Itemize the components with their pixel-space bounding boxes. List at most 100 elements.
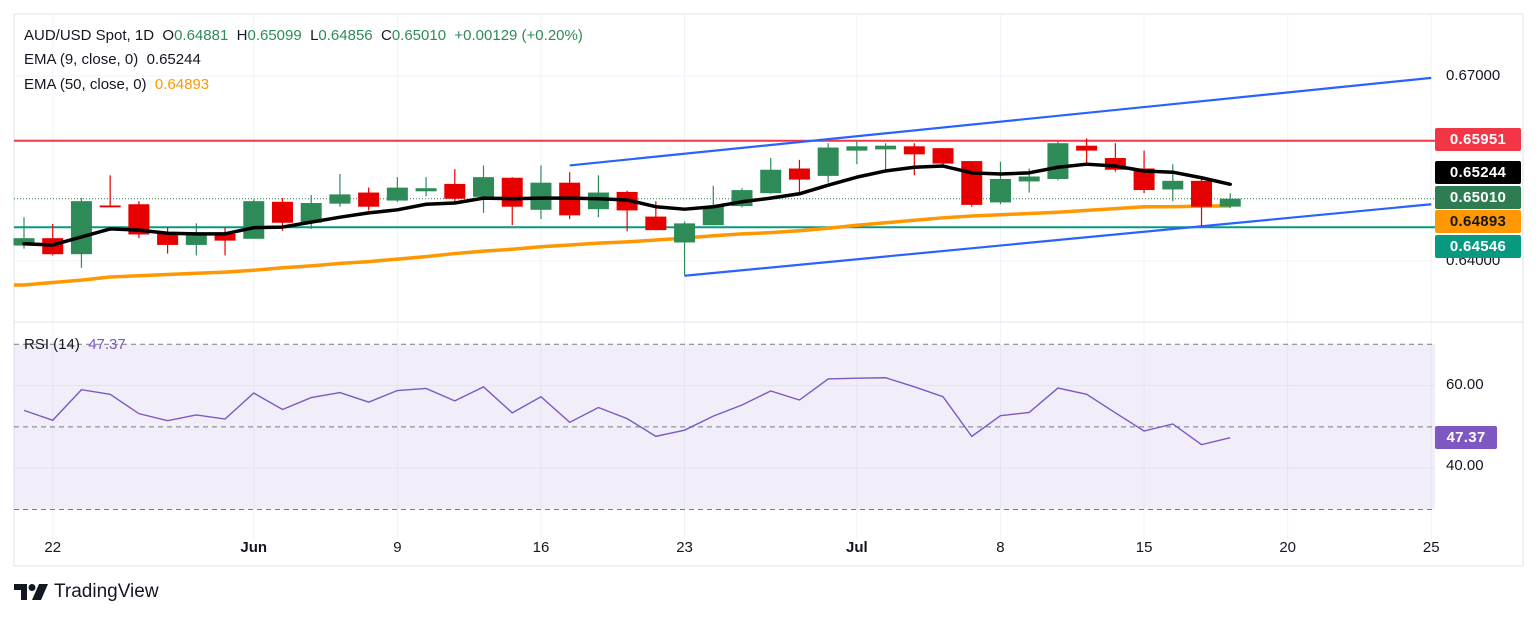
time-tick-label: 16: [532, 539, 550, 556]
candle-body: [243, 201, 265, 239]
time-tick-label: 20: [1279, 539, 1297, 556]
candle-body: [1191, 180, 1213, 207]
candle-body: [760, 169, 782, 194]
time-tick-label: 23: [676, 539, 693, 556]
candle-body: [444, 183, 466, 199]
last-price-badge: 0.65010: [1435, 186, 1521, 209]
open-value: 0.64881: [174, 27, 229, 44]
candle-body: [1219, 198, 1241, 207]
candle: [185, 223, 207, 256]
candle: [1047, 141, 1069, 181]
low-value: 0.64856: [318, 27, 373, 44]
candle-body: [214, 233, 236, 241]
candle-body: [1047, 143, 1069, 179]
ema50-label: EMA (50, close, 0): [24, 76, 147, 93]
candle: [817, 143, 839, 183]
rsi-value-badge: 47.37: [1435, 426, 1497, 449]
price-tick: 0.67000: [1446, 67, 1501, 84]
candle: [875, 143, 897, 171]
candle-body: [846, 146, 868, 151]
candle-body: [1104, 158, 1126, 170]
candle: [1219, 193, 1241, 209]
candle: [1191, 178, 1213, 227]
ema9-legend[interactable]: EMA (9, close, 0) 0.65244: [24, 50, 201, 70]
candle: [243, 199, 265, 239]
tradingview-logo-icon: [14, 584, 48, 600]
candle-body: [185, 235, 207, 245]
time-tick-label: 9: [393, 539, 402, 556]
time-tick-label: 8: [996, 539, 1005, 556]
candle: [1076, 138, 1098, 164]
candle: [473, 165, 495, 213]
candle: [674, 221, 696, 276]
candle-body: [702, 206, 724, 226]
ema50-value: 0.64893: [154, 76, 210, 93]
ema9-price-badge: 0.65244: [1435, 161, 1521, 184]
candle-body: [271, 201, 293, 223]
time-tick-label: 25: [1422, 539, 1440, 556]
candle-body: [1018, 176, 1040, 182]
time-tick-label: 22: [44, 539, 62, 556]
rsi-line: [23, 377, 1231, 446]
candle-body: [530, 182, 552, 210]
candle: [329, 174, 351, 207]
candle-body: [645, 216, 667, 231]
ema50-price-badge: 0.64893: [1435, 210, 1521, 233]
change-value: +0.00129 (+0.20%): [454, 27, 583, 44]
candle: [501, 177, 523, 226]
candle-body: [300, 203, 322, 223]
rsi-legend[interactable]: RSI (14) 47.37: [24, 335, 126, 355]
ema9-line: [22, 162, 1232, 247]
candle: [128, 201, 150, 239]
ohlc-legend: AUD/USD Spot, 1D O0.64881 H0.65099 L0.64…: [24, 26, 583, 46]
candle: [415, 177, 437, 197]
candle-body: [1076, 145, 1098, 151]
candle-body: [358, 192, 380, 207]
candle-body: [932, 148, 954, 164]
time-tick-label: 15: [1135, 539, 1153, 556]
candle-body: [473, 177, 495, 197]
candle-body: [13, 238, 35, 246]
candle-body: [875, 145, 897, 150]
time-tick-label: Jun: [240, 539, 268, 556]
candle-body: [817, 147, 839, 176]
rsi-tick: 40.00: [1446, 457, 1484, 474]
candle: [444, 169, 466, 202]
rsi-value: 47.37: [88, 336, 126, 353]
candle: [587, 175, 609, 218]
candle: [788, 159, 810, 192]
ema9-label: EMA (9, close, 0): [24, 51, 139, 68]
ema9-layer: [22, 162, 1232, 247]
candle-body: [961, 161, 983, 205]
candle-body: [415, 188, 437, 192]
candle-body: [386, 187, 408, 201]
candle-body: [501, 177, 523, 207]
candle-body: [329, 194, 351, 204]
candle-body: [70, 201, 92, 255]
symbol-title[interactable]: AUD/USD Spot, 1D: [24, 27, 155, 44]
open-label: O: [162, 27, 175, 44]
candle: [961, 161, 983, 207]
candle: [1162, 164, 1184, 202]
tradingview-logo[interactable]: TradingView: [14, 581, 159, 603]
candle-body: [128, 204, 150, 235]
ema50-line: [14, 204, 1231, 287]
trendlines: [569, 76, 1432, 277]
candle-body: [1133, 168, 1155, 191]
low-label: L: [310, 27, 319, 44]
ema50-layer: [14, 204, 1231, 287]
candle: [99, 175, 121, 208]
tradingview-wordmark: TradingView: [54, 581, 159, 602]
candle: [358, 187, 380, 211]
channel-trendline: [569, 76, 1432, 167]
grid: [14, 14, 1435, 540]
candle: [903, 143, 925, 176]
candle: [42, 223, 64, 256]
candle-body: [157, 232, 179, 245]
candle: [932, 148, 954, 167]
ema50-legend[interactable]: EMA (50, close, 0) 0.64893: [24, 75, 209, 95]
candle: [846, 140, 868, 165]
candle-body: [674, 223, 696, 243]
candle-body: [99, 205, 121, 208]
